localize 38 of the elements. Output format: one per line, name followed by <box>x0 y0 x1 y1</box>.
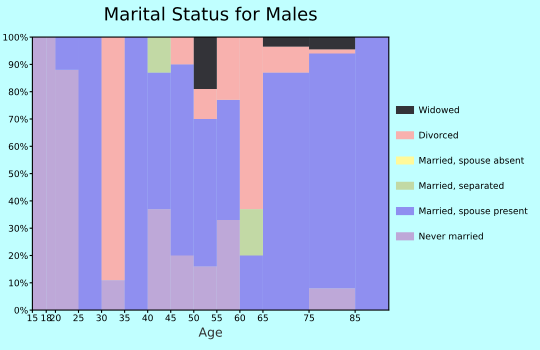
x-tick-label: 60 <box>234 314 246 322</box>
x-tick-label: 20 <box>50 314 61 322</box>
x-tick-label: 65 <box>258 314 268 322</box>
y-tick-label: 80% <box>8 88 28 96</box>
x-tick-label: 50 <box>188 314 199 322</box>
y-tick-label: 90% <box>8 61 28 68</box>
y-tick-label: 0% <box>14 306 28 314</box>
y-tick-label: 50% <box>8 170 28 178</box>
x-tick-label: 25 <box>73 314 84 322</box>
x-tick-label: 30 <box>96 314 107 322</box>
bar <box>102 280 125 310</box>
y-tick-label: 30% <box>8 224 28 232</box>
x-tick-label: 75 <box>304 314 314 322</box>
legend-label: Widowed <box>418 106 459 114</box>
y-tick-label: 60% <box>8 143 28 150</box>
y-tick-label: 100% <box>3 34 28 41</box>
x-axis-title: Age <box>198 328 222 340</box>
legend-label: Married, spouse absent <box>419 156 524 166</box>
bar <box>102 37 125 280</box>
bar <box>170 37 194 64</box>
x-tick-label: 40 <box>142 314 153 322</box>
bar <box>148 37 171 73</box>
x-tick-label: 35 <box>120 314 130 322</box>
x-tick-label: 55 <box>212 314 222 322</box>
bar <box>240 209 263 256</box>
chart-title: Marital Status for Males <box>105 6 317 21</box>
legend-label: Married, spouse present <box>419 207 528 216</box>
legend-label: Never married <box>419 232 483 240</box>
x-tick-label: 45 <box>165 314 176 322</box>
x-tick-label: 18 <box>41 314 52 322</box>
y-tick-label: 20% <box>8 252 28 260</box>
legend-label: Married, separated <box>419 182 504 191</box>
y-tick-label: 40% <box>8 198 28 204</box>
x-tick-label: 85 <box>350 314 360 322</box>
y-tick-label: 10% <box>9 280 28 286</box>
x-tick-label: 15 <box>28 314 38 322</box>
legend-label: Divorced <box>419 131 458 138</box>
y-tick-label: 70% <box>8 116 28 123</box>
